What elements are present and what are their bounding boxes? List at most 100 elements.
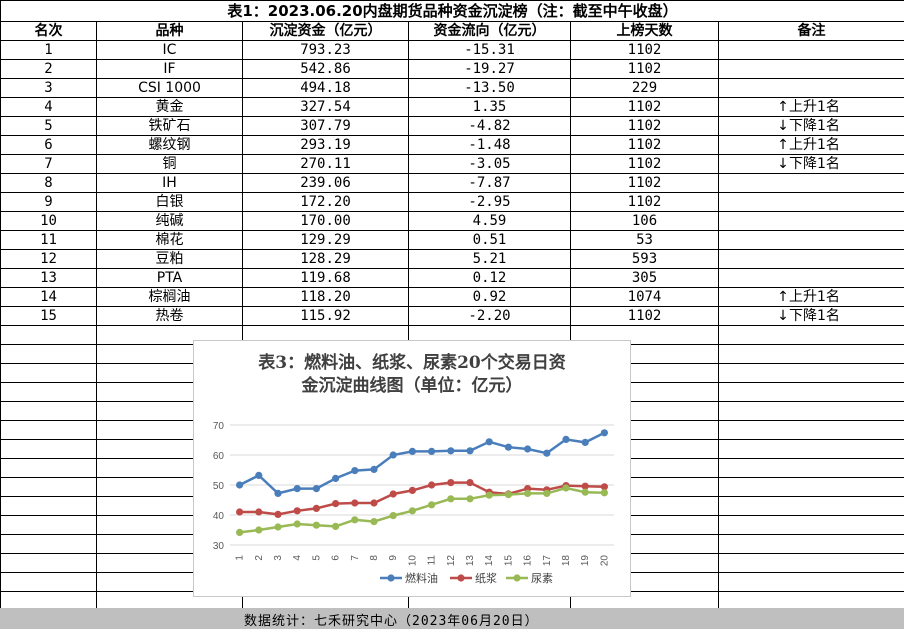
cell-days: 1102 — [570, 97, 719, 117]
cell-flow: -15.31 — [408, 40, 571, 60]
cell-note: ↑上升1名 — [717, 287, 904, 307]
cell-fund: 793.23 — [242, 40, 409, 60]
cell-flow: -4.82 — [408, 116, 571, 136]
data-point — [274, 510, 282, 518]
table-row: 5 铁矿石 307.79 -4.82 1102 ↓下降1名 — [0, 116, 904, 136]
cell-rank: 3 — [0, 78, 97, 98]
cell-name: 热卷 — [96, 306, 243, 326]
cell-flow: 0.12 — [408, 268, 571, 288]
data-point — [581, 488, 589, 496]
data-point — [466, 447, 474, 455]
cell-note — [717, 173, 904, 193]
table-row: 1 IC 793.23 -15.31 1102 — [0, 40, 904, 60]
cell-flow: -19.27 — [408, 59, 571, 79]
data-point — [408, 447, 416, 455]
empty-cell — [0, 534, 97, 554]
cell-name: CSI 1000 — [96, 78, 243, 98]
cell-rank: 2 — [0, 59, 97, 79]
data-point — [312, 504, 320, 512]
data-point — [370, 499, 378, 507]
x-tick-label: 16 — [523, 555, 534, 567]
data-point — [543, 489, 551, 497]
data-point — [543, 449, 551, 457]
cell-days: 1074 — [570, 287, 719, 307]
table-row: 8 IH 239.06 -7.87 1102 — [0, 173, 904, 193]
x-tick-label: 17 — [542, 555, 553, 567]
cell-note — [717, 78, 904, 98]
y-tick-label: 40 — [213, 511, 225, 522]
cell-note: ↓下降1名 — [717, 116, 904, 136]
data-point — [485, 438, 493, 446]
x-tick-label: 5 — [311, 555, 322, 561]
data-point — [312, 521, 320, 529]
arrow-down-icon: ↓ — [777, 156, 789, 172]
x-tick-label: 10 — [407, 555, 418, 567]
empty-cell — [717, 515, 904, 535]
empty-cell — [0, 458, 97, 478]
data-point — [504, 491, 512, 499]
data-point — [466, 495, 474, 503]
table-row: 11 棉花 129.29 0.51 53 — [0, 230, 904, 250]
table-row: 7 铜 270.11 -3.05 1102 ↓下降1名 — [0, 154, 904, 174]
cell-fund: 293.19 — [242, 135, 409, 155]
x-tick-label: 12 — [446, 555, 457, 567]
table-title: 表1：2023.06.20内盘期货品种资金沉淀榜（注：截至中午收盘） — [0, 0, 904, 22]
empty-cell — [717, 477, 904, 497]
data-point — [236, 528, 244, 536]
empty-cell — [717, 363, 904, 383]
empty-cell — [0, 363, 97, 383]
empty-cell — [717, 325, 904, 345]
y-tick-label: 60 — [213, 451, 225, 462]
arrow-up-icon: ↑ — [777, 289, 789, 305]
footer-source: 数据统计：七禾研究中心（2023年06月20日） — [244, 614, 539, 629]
table-row: 6 螺纹钢 293.19 -1.48 1102 ↑上升1名 — [0, 135, 904, 155]
table-row: 4 黄金 327.54 1.35 1102 ↑上升1名 — [0, 97, 904, 117]
cell-days: 229 — [570, 78, 719, 98]
rank-change-label: 上升1名 — [789, 137, 840, 153]
empty-cell — [0, 439, 97, 459]
cell-name: 纯碱 — [96, 211, 243, 231]
cell-flow: 4.59 — [408, 211, 571, 231]
table-row: 12 豆粕 128.29 5.21 593 — [0, 249, 904, 269]
empty-cell — [0, 420, 97, 440]
legend-label: 纸浆 — [475, 571, 497, 585]
footer-bar — [0, 608, 904, 629]
cell-rank: 9 — [0, 192, 97, 212]
data-point — [408, 507, 416, 515]
cell-note — [717, 211, 904, 231]
data-point — [562, 484, 570, 492]
empty-cell — [0, 477, 97, 497]
cell-name: 棕榈油 — [96, 287, 243, 307]
x-tick-label: 19 — [580, 555, 591, 567]
y-tick-label: 70 — [213, 421, 225, 432]
data-point — [236, 481, 244, 489]
data-point — [408, 486, 416, 494]
x-tick-label: 13 — [465, 555, 476, 567]
x-tick-label: 18 — [561, 555, 572, 567]
cell-rank: 11 — [0, 230, 97, 250]
data-point — [504, 443, 512, 451]
cell-name: 黄金 — [96, 97, 243, 117]
x-tick-label: 1 — [235, 555, 246, 561]
cell-fund: 172.20 — [242, 192, 409, 212]
cell-fund: 119.68 — [242, 268, 409, 288]
cell-note — [717, 249, 904, 269]
data-point — [351, 467, 359, 475]
header-flow: 资金流向（亿元） — [408, 21, 571, 41]
chart-title-line2: 金沉淀曲线图（单位：亿元） — [301, 375, 523, 396]
chart-title-line1: 表3：燃料油、纸浆、尿素20个交易日资 — [258, 352, 566, 373]
table-row: 14 棕榈油 118.20 0.92 1074 ↑上升1名 — [0, 287, 904, 307]
data-point — [332, 522, 340, 530]
cell-flow: -13.50 — [408, 78, 571, 98]
data-point — [428, 447, 436, 455]
arrow-up-icon: ↑ — [777, 99, 789, 115]
empty-cell — [0, 401, 97, 421]
empty-cell — [0, 325, 97, 345]
data-point — [600, 483, 608, 491]
cell-days: 1102 — [570, 154, 719, 174]
x-tick-label: 8 — [369, 555, 380, 561]
empty-cell — [0, 496, 97, 516]
empty-cell — [717, 496, 904, 516]
cell-note — [717, 40, 904, 60]
